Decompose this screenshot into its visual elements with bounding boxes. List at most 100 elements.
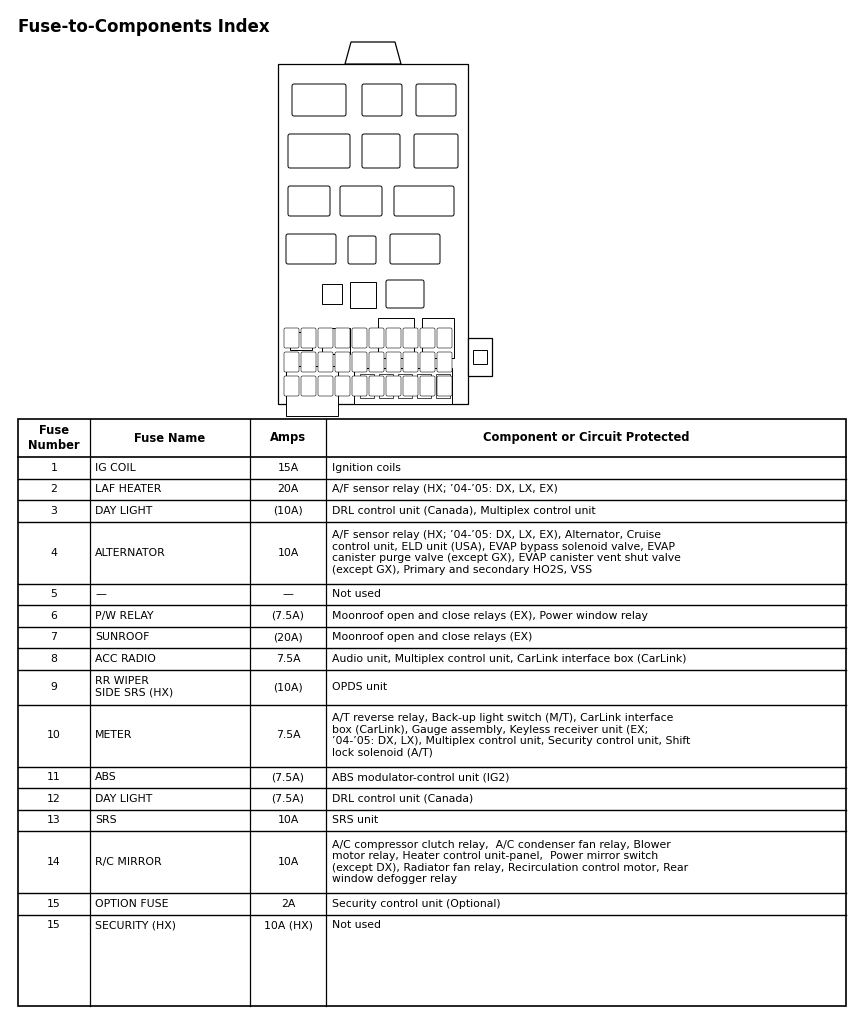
Bar [378,318,414,358]
FancyBboxPatch shape [352,352,367,372]
Text: 3: 3 [51,506,57,516]
FancyBboxPatch shape [403,352,418,372]
FancyBboxPatch shape [340,186,382,216]
Text: 2: 2 [51,484,57,495]
Text: (7.5A): (7.5A) [271,772,304,782]
Text: 13: 13 [48,815,60,825]
Text: Fuse
Number: Fuse Number [29,424,79,452]
FancyBboxPatch shape [288,186,330,216]
FancyBboxPatch shape [403,328,418,348]
FancyBboxPatch shape [416,84,456,116]
FancyBboxPatch shape [386,328,401,348]
Text: Audio unit, Multiplex control unit, CarLink interface box (CarLink): Audio unit, Multiplex control unit, CarL… [332,653,687,664]
Text: Ignition coils: Ignition coils [332,463,401,473]
FancyBboxPatch shape [437,376,452,396]
FancyBboxPatch shape [284,328,299,348]
Bar [322,328,350,354]
Text: SECURITY (HX): SECURITY (HX) [95,921,176,930]
Text: 11: 11 [48,772,60,782]
Text: 6: 6 [51,610,57,621]
FancyBboxPatch shape [403,376,418,396]
FancyBboxPatch shape [301,352,316,372]
FancyBboxPatch shape [386,376,401,396]
FancyBboxPatch shape [420,352,435,372]
Text: OPTION FUSE: OPTION FUSE [95,899,168,908]
FancyBboxPatch shape [390,234,440,264]
FancyBboxPatch shape [284,376,299,396]
FancyBboxPatch shape [369,352,384,372]
Text: A/F sensor relay (HX; ’04-’05: DX, LX, EX), Alternator, Cruise
control unit, ELD: A/F sensor relay (HX; ’04-’05: DX, LX, E… [332,530,681,574]
FancyBboxPatch shape [386,280,424,308]
Text: 10A: 10A [277,815,299,825]
Text: RR WIPER
SIDE SRS (HX): RR WIPER SIDE SRS (HX) [95,676,174,697]
Text: (7.5A): (7.5A) [271,794,304,804]
FancyBboxPatch shape [335,376,350,396]
Bar [286,366,338,416]
Text: 15: 15 [48,899,60,908]
FancyBboxPatch shape [420,328,435,348]
FancyBboxPatch shape [284,352,299,372]
Bar [379,374,393,398]
FancyBboxPatch shape [301,376,316,396]
FancyBboxPatch shape [318,376,333,396]
Text: Component or Circuit Protected: Component or Circuit Protected [483,431,689,444]
Text: 1: 1 [51,463,57,473]
Text: 9: 9 [51,682,57,692]
FancyBboxPatch shape [318,352,333,372]
Text: —: — [95,589,106,599]
Text: Not used: Not used [332,589,381,599]
Text: 10A (HX): 10A (HX) [264,921,313,930]
FancyBboxPatch shape [414,134,458,168]
FancyBboxPatch shape [369,328,384,348]
Text: 15A: 15A [277,463,299,473]
Text: 10A: 10A [277,548,299,557]
Text: LAF HEATER: LAF HEATER [95,484,162,495]
FancyBboxPatch shape [437,328,452,348]
Text: Security control unit (Optional): Security control unit (Optional) [332,899,500,908]
FancyBboxPatch shape [335,352,350,372]
Text: 20A: 20A [277,484,299,495]
Bar [473,350,487,364]
Text: 4: 4 [51,548,57,557]
Text: OPDS unit: OPDS unit [332,682,387,692]
Text: 8: 8 [51,653,57,664]
Bar [290,332,312,350]
FancyBboxPatch shape [362,134,400,168]
Bar [360,374,374,398]
Text: 5: 5 [51,589,57,599]
Text: Moonroof open and close relays (EX): Moonroof open and close relays (EX) [332,632,532,642]
FancyBboxPatch shape [348,236,376,264]
FancyBboxPatch shape [286,234,336,264]
FancyBboxPatch shape [369,376,384,396]
Text: (10A): (10A) [273,506,303,516]
FancyBboxPatch shape [288,134,350,168]
Text: Not used: Not used [332,921,381,930]
Bar [398,374,412,398]
FancyBboxPatch shape [394,186,454,216]
Text: Fuse-to-Components Index: Fuse-to-Components Index [18,18,270,36]
Text: DRL control unit (Canada), Multiplex control unit: DRL control unit (Canada), Multiplex con… [332,506,595,516]
Text: 2A: 2A [281,899,295,908]
Text: SRS unit: SRS unit [332,815,378,825]
Text: ACC RADIO: ACC RADIO [95,653,156,664]
Text: R/C MIRROR: R/C MIRROR [95,857,162,867]
Text: SUNROOF: SUNROOF [95,632,149,642]
Bar [322,284,342,304]
Bar [417,374,431,398]
Text: IG COIL: IG COIL [95,463,136,473]
Text: Amps: Amps [270,431,306,444]
Text: 12: 12 [48,794,60,804]
FancyBboxPatch shape [386,352,401,372]
Text: 7.5A: 7.5A [276,653,301,664]
Text: 15: 15 [48,921,60,930]
Text: DRL control unit (Canada): DRL control unit (Canada) [332,794,473,804]
Text: ABS: ABS [95,772,117,782]
FancyBboxPatch shape [318,328,333,348]
Text: (20A): (20A) [273,632,303,642]
FancyBboxPatch shape [362,84,402,116]
Text: 10: 10 [47,730,61,740]
Text: A/C compressor clutch relay,  A/C condenser fan relay, Blower
motor relay, Heate: A/C compressor clutch relay, A/C condens… [332,840,688,885]
FancyBboxPatch shape [352,376,367,396]
Text: P/W RELAY: P/W RELAY [95,610,154,621]
Text: Moonroof open and close relays (EX), Power window relay: Moonroof open and close relays (EX), Pow… [332,610,648,621]
